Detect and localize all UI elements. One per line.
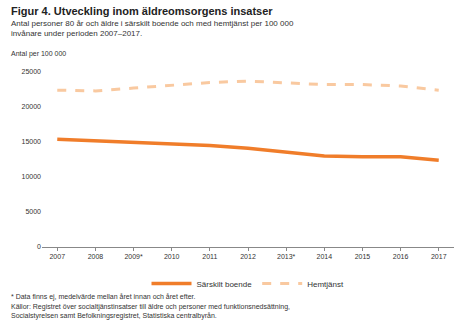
svg-text:2011: 2011: [202, 253, 217, 260]
svg-text:25000: 25000: [22, 68, 42, 75]
svg-text:10000: 10000: [22, 173, 42, 180]
svg-text:* Data finns ej, medelvärde me: * Data finns ej, medelvärde mellan året …: [11, 293, 195, 301]
svg-text:Figur 4. Utveckling inom äldre: Figur 4. Utveckling inom äldreomsorgens …: [11, 5, 273, 17]
svg-text:5000: 5000: [25, 208, 41, 215]
svg-text:2012: 2012: [240, 253, 256, 260]
svg-text:Socialstyrelsen samt Befolknin: Socialstyrelsen samt Befolkningsregistre…: [11, 312, 217, 320]
svg-text:2013*: 2013*: [277, 253, 296, 260]
svg-text:0: 0: [37, 243, 41, 250]
svg-text:Antal personer 80 år och äldre: Antal personer 80 år och äldre i särskil…: [11, 19, 294, 38]
svg-text:2010: 2010: [164, 253, 180, 260]
svg-text:2008: 2008: [88, 253, 104, 260]
svg-text:20000: 20000: [22, 103, 42, 110]
svg-text:Antal per 100 000: Antal per 100 000: [11, 50, 66, 58]
svg-text:Hemtjänst: Hemtjänst: [307, 280, 344, 289]
svg-text:2017: 2017: [431, 253, 447, 260]
svg-text:Särskilt boende: Särskilt boende: [197, 280, 253, 289]
svg-text:15000: 15000: [22, 138, 42, 145]
svg-text:2015: 2015: [355, 253, 371, 260]
svg-text:2009*: 2009*: [124, 253, 143, 260]
svg-text:2016: 2016: [393, 253, 409, 260]
svg-text:Källor: Registret över socialt: Källor: Registret över socialtjänstinsat…: [11, 303, 290, 311]
svg-text:2007: 2007: [49, 253, 65, 260]
svg-text:2014: 2014: [317, 253, 333, 260]
